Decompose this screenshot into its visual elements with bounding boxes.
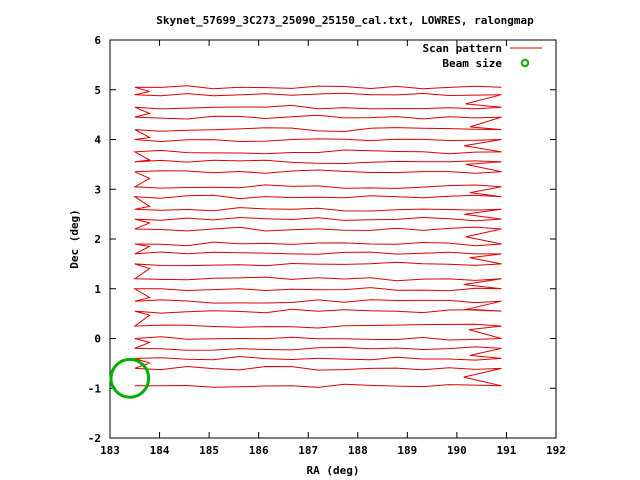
y-tick-label: 2	[94, 233, 101, 246]
x-tick-label: 187	[298, 444, 318, 457]
y-tick-label: 6	[94, 34, 101, 47]
y-tick-label: 0	[94, 333, 101, 346]
beam-size-circle	[109, 357, 151, 399]
x-tick-label: 184	[150, 444, 170, 457]
x-tick-label: 186	[249, 444, 269, 457]
x-tick-label: 191	[497, 444, 517, 457]
y-axis-label: Dec (deg)	[68, 209, 81, 269]
x-tick-label: 190	[447, 444, 467, 457]
y-tick-label: 1	[94, 283, 101, 296]
legend: Scan pattern Beam size	[423, 42, 542, 70]
y-tick-label: 5	[94, 84, 101, 97]
y-tick-label: -1	[88, 382, 102, 395]
plot-frame	[109, 39, 557, 439]
x-tick-label: 189	[397, 444, 417, 457]
legend-label-beam: Beam size	[442, 57, 502, 70]
x-tick-label: 188	[348, 444, 368, 457]
y-tick-label: 4	[94, 134, 101, 147]
plot-area	[109, 85, 502, 399]
x-tick-label: 185	[199, 444, 219, 457]
x-tick-label: 183	[100, 444, 120, 457]
y-tick-labels: -2 -1 0 1 2 3 4 5 6	[88, 34, 102, 445]
axis-ticks	[109, 39, 557, 439]
legend-label-scan: Scan pattern	[423, 42, 502, 55]
scan-pattern-line	[132, 85, 502, 388]
y-tick-label: 3	[94, 183, 101, 196]
x-tick-labels: 183 184 185 186 187 188 189 190 191 192	[100, 444, 566, 457]
x-tick-label: 192	[546, 444, 566, 457]
chart-title: Skynet_57699_3C273_25090_25150_cal.txt, …	[156, 14, 534, 27]
x-axis-label: RA (deg)	[307, 464, 360, 477]
legend-swatch-beam	[520, 58, 530, 68]
y-tick-label: -2	[88, 432, 101, 445]
